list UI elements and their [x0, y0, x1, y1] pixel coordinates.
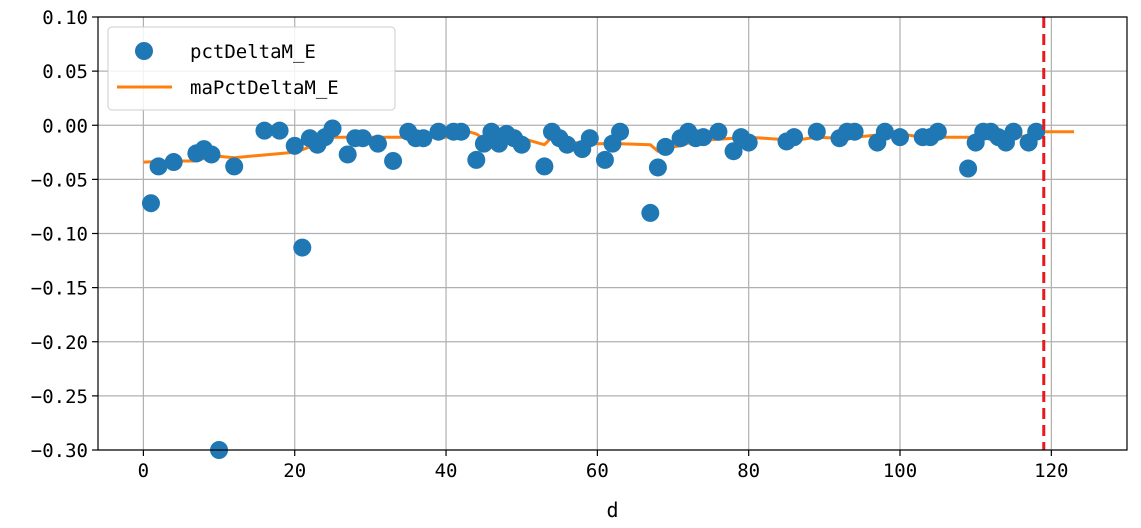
scatter-point: [164, 153, 183, 172]
legend-label-scatter: pctDeltaM_E: [190, 41, 316, 63]
y-tick-label: 0.05: [42, 61, 88, 83]
y-tick-label: −0.25: [31, 386, 88, 408]
scatter-point: [611, 122, 630, 141]
scatter-point: [353, 129, 372, 148]
scatter-point: [467, 150, 486, 169]
x-axis-label: d: [606, 498, 618, 522]
x-tick-label: 40: [435, 460, 458, 482]
scatter-point: [724, 142, 743, 161]
scatter-point: [270, 121, 289, 140]
y-tick-label: −0.20: [31, 332, 88, 354]
x-tick-label: 120: [1034, 460, 1068, 482]
scatter-point: [785, 128, 804, 147]
scatter-point: [709, 122, 728, 141]
scatter-point: [656, 137, 675, 156]
y-tick-label: −0.10: [31, 224, 88, 246]
scatter-point: [285, 136, 304, 155]
scatter-point: [580, 129, 599, 148]
scatter-point: [141, 194, 160, 213]
scatter-point: [928, 122, 947, 141]
legend: pctDeltaM_E maPctDeltaM_E: [107, 26, 396, 111]
scatter-point: [384, 151, 403, 170]
grid-layer: [98, 16, 1127, 451]
scatter-point: [648, 158, 667, 177]
scatter-point: [338, 145, 357, 164]
scatter-point: [323, 119, 342, 138]
scatter-points-layer: [141, 119, 1046, 459]
scatter-point: [739, 133, 758, 152]
scatter-point: [202, 145, 221, 164]
x-tick-label: 0: [138, 460, 149, 482]
scatter-point: [535, 157, 554, 176]
scatter-point: [875, 122, 894, 141]
scatter-point: [1027, 122, 1046, 141]
scatter-point: [595, 150, 614, 169]
scatter-point: [641, 203, 660, 222]
x-tick-label: 20: [283, 460, 306, 482]
scatter-point: [429, 122, 448, 141]
y-tick-label: 0.10: [42, 7, 88, 29]
legend-label-line: maPctDeltaM_E: [190, 77, 339, 99]
scatter-point: [368, 134, 387, 153]
scatter-point: [694, 128, 713, 147]
y-tick-label: −0.05: [31, 169, 88, 191]
scatter-point: [891, 128, 910, 147]
scatter-point: [414, 129, 433, 148]
x-tick-label: 100: [883, 460, 917, 482]
scatter-point: [149, 157, 168, 176]
legend-marker-scatter: [135, 42, 153, 60]
scatter-point: [807, 122, 826, 141]
scatter-point: [1004, 122, 1023, 141]
ticks-layer: 0 20 40 60 80 100 120 0.10 0.05 0.00 −0.05 −0.10 −0.…: [31, 7, 1069, 482]
legend-box: [107, 26, 396, 111]
scatter-point: [558, 135, 577, 154]
scatter-point: [225, 157, 244, 176]
y-tick-label: −0.30: [31, 440, 88, 462]
scatter-point: [512, 135, 531, 154]
x-tick-label: 80: [737, 460, 760, 482]
scatter-point: [845, 122, 864, 141]
y-tick-label: 0.00: [42, 115, 88, 137]
scatter-point: [293, 238, 312, 257]
scatter-point: [959, 159, 978, 178]
x-tick-label: 60: [586, 460, 609, 482]
scatter-point: [452, 122, 471, 141]
scatter-point: [255, 121, 274, 140]
y-tick-label: −0.15: [31, 278, 88, 300]
